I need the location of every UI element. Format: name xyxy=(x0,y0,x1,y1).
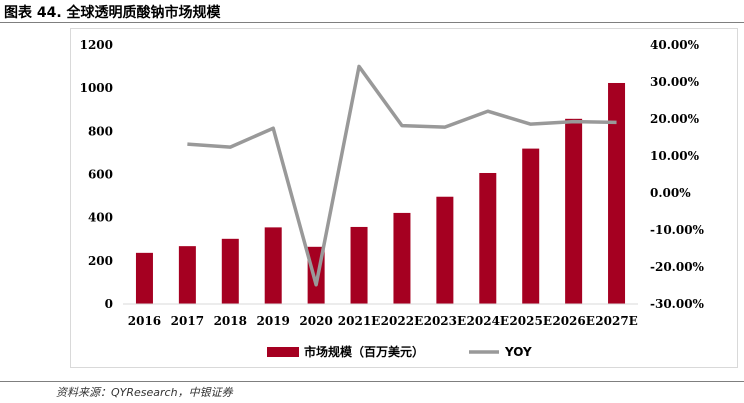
left-tick-label: 0 xyxy=(105,297,113,311)
bar-2019 xyxy=(264,227,282,304)
legend-bar-label: 市场规模（百万美元） xyxy=(304,344,424,359)
right-tick-label: -10.00% xyxy=(650,223,705,237)
left-axis-ticks: 0 200 400 600 800 1000 1200 xyxy=(80,38,113,311)
x-tick-label: 2017 xyxy=(171,314,204,328)
left-tick-label: 1200 xyxy=(80,38,113,52)
bar-series-group xyxy=(135,82,626,304)
left-tick-label: 600 xyxy=(88,168,113,182)
left-tick-label: 800 xyxy=(88,124,113,138)
x-tick-label: 2019 xyxy=(257,314,290,328)
left-tick-label: 1000 xyxy=(80,81,113,95)
left-tick-label: 200 xyxy=(88,254,113,268)
figure-title: 图表 44. 全球透明质酸钠市场规模 xyxy=(4,5,221,21)
right-tick-label: -20.00% xyxy=(650,260,705,274)
title-divider xyxy=(0,22,744,23)
right-tick-label: 0.00% xyxy=(650,186,691,200)
bar-2024e xyxy=(479,172,497,304)
right-tick-label: 40.00% xyxy=(650,38,700,52)
x-tick-label: 2021E xyxy=(338,314,381,328)
bar-2023e xyxy=(436,196,454,304)
right-tick-label: 30.00% xyxy=(650,75,700,89)
x-tick-label: 2024E xyxy=(467,314,510,328)
right-tick-label: 10.00% xyxy=(650,149,700,163)
x-tick-label: 2027E xyxy=(595,314,638,328)
x-tick-label: 2025E xyxy=(509,314,552,328)
x-tick-label: 2023E xyxy=(424,314,467,328)
x-tick-label: 2022E xyxy=(381,314,424,328)
source-divider xyxy=(0,381,744,382)
bar-2027e xyxy=(608,82,626,304)
bar-2021e xyxy=(350,226,368,304)
x-tick-label: 2016 xyxy=(128,314,161,328)
bar-2026e xyxy=(565,118,583,304)
x-tick-label: 2020 xyxy=(299,314,332,328)
bar-2018 xyxy=(221,238,239,304)
x-tick-label: 2026E xyxy=(552,314,595,328)
bar-2017 xyxy=(178,246,196,304)
chart-frame: 0 200 400 600 800 1000 1200 -30.00% -20.00% -10.… xyxy=(70,28,738,368)
chart-legend: 市场规模（百万美元） YOY xyxy=(267,344,532,359)
legend-bar-swatch xyxy=(267,347,299,357)
x-tick-label: 2018 xyxy=(214,314,247,328)
x-axis-ticks: 2016 2017 2018 2019 2020 2021E 2022E 2023E 2024E… xyxy=(128,314,638,328)
legend-line-label: YOY xyxy=(504,345,532,359)
right-axis-ticks: -30.00% -20.00% -10.00% 0.00% 10.00% 20.00% 30… xyxy=(650,38,705,311)
left-tick-label: 400 xyxy=(88,211,113,225)
right-tick-label: -30.00% xyxy=(650,297,705,311)
bar-2025e xyxy=(522,148,540,304)
market-size-chart: 0 200 400 600 800 1000 1200 -30.00% -20.00% -10.… xyxy=(80,38,705,359)
yoy-line xyxy=(187,64,617,287)
bar-2022e xyxy=(393,212,411,304)
right-tick-label: 20.00% xyxy=(650,112,700,126)
source-note: 资料来源：QYResearch，中银证券 xyxy=(56,386,233,399)
bar-2016 xyxy=(135,252,153,304)
